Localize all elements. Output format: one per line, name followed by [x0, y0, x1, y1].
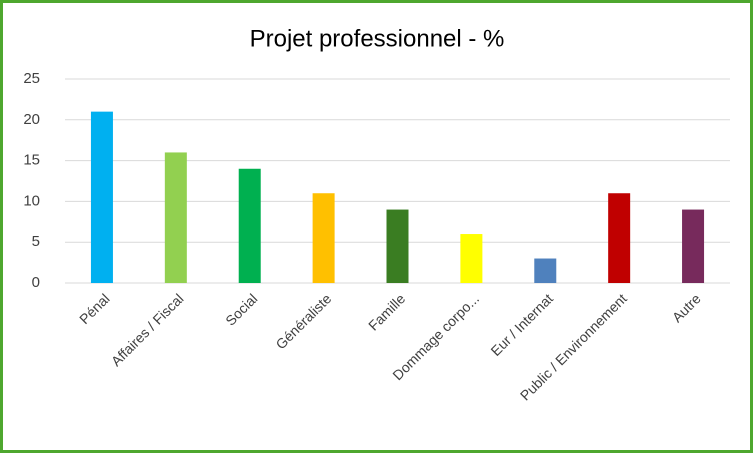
bar [682, 209, 705, 283]
y-tick-label: 20 [23, 111, 40, 128]
bar [460, 234, 483, 283]
bar [90, 111, 113, 283]
y-tick-label: 0 [32, 274, 40, 291]
bar [312, 193, 335, 283]
bar [164, 152, 187, 283]
bar [534, 258, 557, 283]
bar [608, 193, 631, 283]
bar [386, 209, 409, 283]
y-tick-label: 5 [32, 233, 40, 250]
bar [238, 168, 261, 283]
y-tick-label: 25 [23, 70, 40, 87]
y-tick-label: 10 [23, 192, 40, 209]
y-tick-label: 15 [23, 152, 40, 169]
chart-title: Projet professionnel - % [250, 25, 505, 52]
